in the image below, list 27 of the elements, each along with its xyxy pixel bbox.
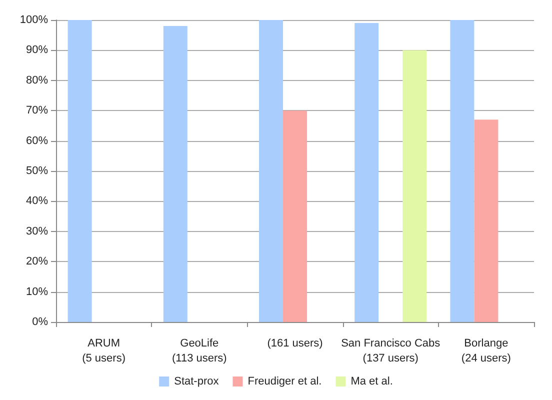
bar (68, 20, 92, 322)
y-tick-label: 70% (26, 104, 48, 117)
y-tick-label: 20% (26, 256, 48, 268)
bar (283, 110, 307, 322)
y-tick-label: 100% (20, 14, 48, 26)
y-tick-label: 30% (26, 225, 48, 238)
y-tick-label: 90% (26, 44, 48, 56)
x-tick-label: ARUM (5 users) (82, 338, 126, 364)
legend-label: Freudiger et al. (248, 376, 322, 388)
legend-label: Ma et al. (350, 376, 393, 388)
bar (259, 20, 283, 322)
bar (354, 23, 379, 322)
y-tick-label: 60% (26, 134, 48, 147)
bar (163, 26, 188, 322)
bar (474, 120, 498, 322)
y-tick-label: 80% (26, 74, 48, 86)
x-tick-label: (161 users) (267, 338, 323, 350)
y-tick-label: 0% (32, 316, 48, 328)
bar (450, 20, 474, 322)
legend-label: Stat-prox (174, 376, 220, 388)
x-tick-label: San Francisco Cabs (137 users) (341, 338, 441, 364)
x-tick-label: GeoLife (113 users) (172, 338, 227, 364)
y-tick-label: 40% (26, 195, 48, 208)
y-tick-label: 50% (26, 165, 48, 177)
bar (402, 50, 427, 322)
x-tick-label: Borlange (24 users) (461, 338, 511, 364)
y-tick-label: 10% (26, 286, 48, 298)
